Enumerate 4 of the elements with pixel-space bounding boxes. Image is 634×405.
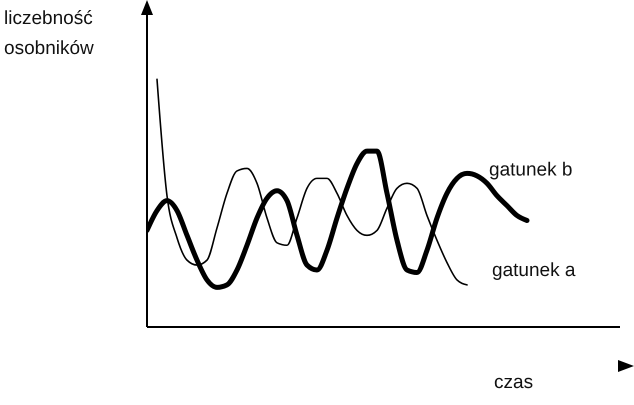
series-label: gatunek a	[492, 260, 576, 281]
series-label: gatunek b	[489, 160, 572, 181]
y-axis-title: liczebność osobników	[4, 7, 95, 61]
x-axis-title: czas	[494, 372, 534, 394]
